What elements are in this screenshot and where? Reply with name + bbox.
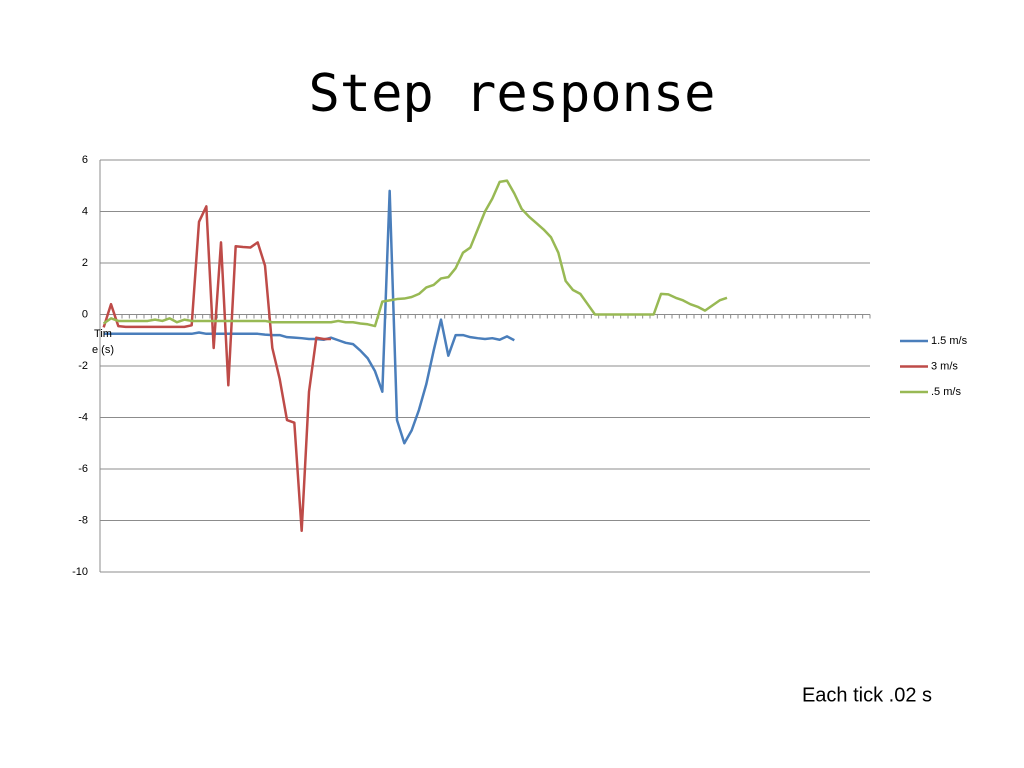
series-line: [102, 205, 331, 533]
series-line: [103, 189, 515, 445]
y-tick-label: -10: [72, 566, 88, 578]
y-tick-label: 6: [82, 154, 88, 166]
annotation: Each tick .02 s: [802, 684, 932, 706]
y-tick-label: 0: [82, 308, 88, 320]
series-line: [102, 179, 728, 328]
y-tick-label: 4: [82, 205, 88, 217]
legend-label: 1.5 m/s: [931, 335, 968, 347]
y-tick-label: -4: [78, 411, 88, 423]
y-tick-label: -8: [78, 514, 88, 526]
y-tick-label: -6: [78, 463, 88, 475]
y-tick-label: 2: [82, 257, 88, 269]
x-axis-label: Time (s): [92, 328, 114, 356]
legend-label: .5 m/s: [931, 386, 961, 398]
legend-label: 3 m/s: [931, 360, 958, 372]
y-tick-label: -2: [78, 360, 88, 372]
chart-title: Step response: [309, 64, 716, 124]
